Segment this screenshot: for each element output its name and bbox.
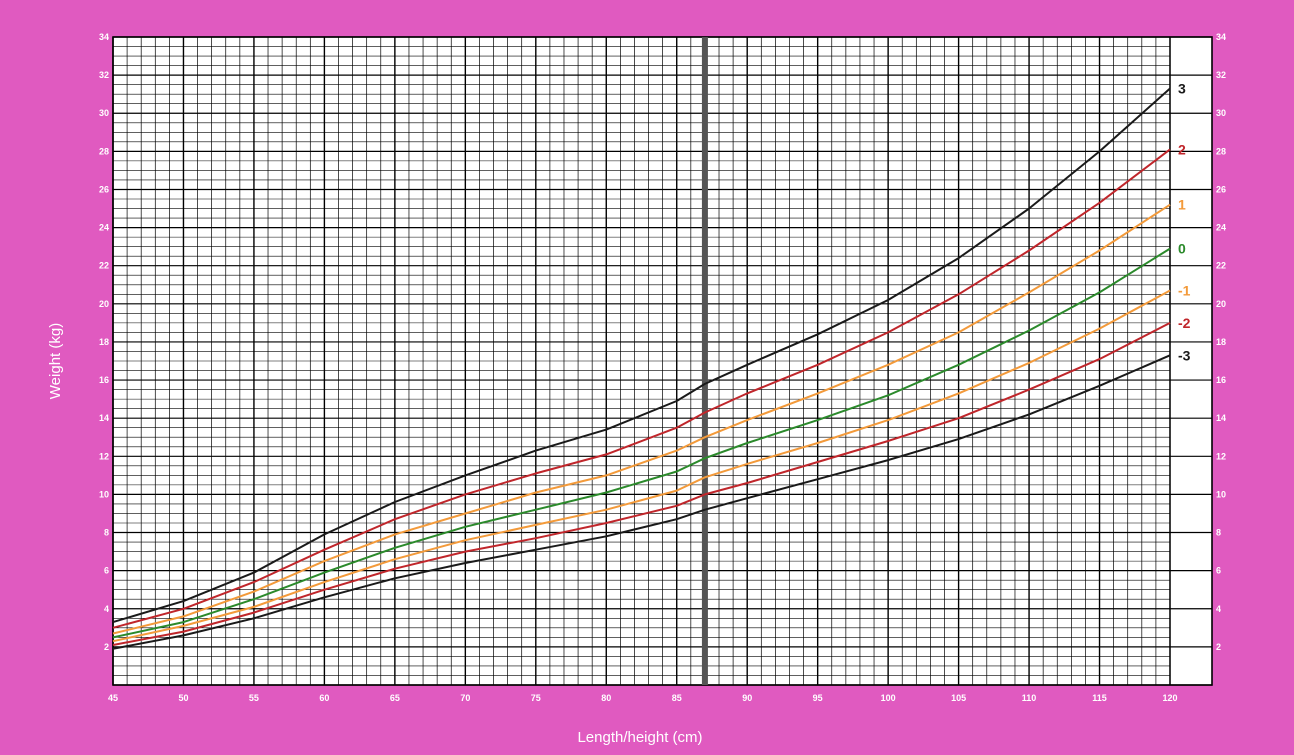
series-line-2 bbox=[112, 148, 1171, 629]
y-tick-label-right: 8 bbox=[1216, 528, 1221, 538]
x-tick-label: 60 bbox=[319, 693, 329, 703]
y-tick-label-left: 22 bbox=[99, 261, 109, 271]
y-tick-label-left: 18 bbox=[99, 337, 109, 347]
y-axis-label: Weight (kg) bbox=[47, 323, 64, 399]
y-tick-label-right: 34 bbox=[1216, 32, 1226, 42]
x-tick-label: 75 bbox=[531, 693, 541, 703]
x-tick-label: 90 bbox=[742, 693, 752, 703]
series-lines bbox=[112, 87, 1171, 650]
x-tick-label: 100 bbox=[881, 693, 896, 703]
y-tick-label-left: 24 bbox=[99, 223, 109, 233]
series-label--1: -1 bbox=[1178, 282, 1191, 298]
y-tick-label-right: 12 bbox=[1216, 451, 1226, 461]
y-tick-label-left: 20 bbox=[99, 299, 109, 309]
y-tick-label-right: 2 bbox=[1216, 642, 1221, 652]
x-axis-label: Length/height (cm) bbox=[577, 729, 702, 746]
y-tick-label-left: 10 bbox=[99, 489, 109, 499]
series-label-2: 2 bbox=[1178, 141, 1186, 157]
y-tick-label-left: 14 bbox=[99, 413, 109, 423]
x-tick-label: 110 bbox=[1022, 693, 1037, 703]
series-label-1: 1 bbox=[1178, 197, 1186, 213]
y-tick-label-right: 16 bbox=[1216, 375, 1226, 385]
series-line--2 bbox=[112, 322, 1171, 646]
series-line-0 bbox=[112, 247, 1171, 639]
x-tick-label: 70 bbox=[460, 693, 470, 703]
y-tick-label-left: 16 bbox=[99, 375, 109, 385]
series-line-1 bbox=[112, 203, 1171, 635]
x-tick-label: 55 bbox=[249, 693, 259, 703]
y-tick-label-right: 32 bbox=[1216, 70, 1226, 80]
series-labels: 3 2 1 0 -1 -2 -3 bbox=[1178, 80, 1191, 363]
y-tick-label-right: 22 bbox=[1216, 261, 1226, 271]
y-tick-label-right: 26 bbox=[1216, 184, 1226, 194]
series-line--1 bbox=[112, 289, 1171, 643]
series-line-3 bbox=[112, 87, 1171, 624]
y-tick-label-right: 20 bbox=[1216, 299, 1226, 309]
x-tick-label: 95 bbox=[813, 693, 823, 703]
y-tick-label-left: 30 bbox=[99, 108, 109, 118]
y-tick-label-right: 28 bbox=[1216, 146, 1226, 156]
y-tick-label-left: 4 bbox=[104, 604, 109, 614]
x-tick-label: 120 bbox=[1162, 693, 1177, 703]
y-tick-label-right: 14 bbox=[1216, 413, 1226, 423]
y-tick-label-right: 6 bbox=[1216, 566, 1221, 576]
y-tick-label-right: 10 bbox=[1216, 489, 1226, 499]
series-line--3 bbox=[112, 354, 1171, 650]
y-tick-label-left: 12 bbox=[99, 451, 109, 461]
x-tick-label: 65 bbox=[390, 693, 400, 703]
y-tick-label-right: 18 bbox=[1216, 337, 1226, 347]
y-tick-label-left: 32 bbox=[99, 70, 109, 80]
y-tick-label-left: 8 bbox=[104, 528, 109, 538]
x-tick-label: 45 bbox=[108, 693, 118, 703]
series-label-3: 3 bbox=[1178, 80, 1186, 96]
y-tick-label-left: 28 bbox=[99, 146, 109, 156]
x-tick-label: 85 bbox=[672, 693, 682, 703]
series-label-0: 0 bbox=[1178, 241, 1186, 257]
y-tick-label-left: 34 bbox=[99, 32, 109, 42]
x-tick-label: 115 bbox=[1092, 693, 1107, 703]
series-label--2: -2 bbox=[1178, 315, 1191, 331]
y-tick-label-left: 26 bbox=[99, 184, 109, 194]
y-tick-label-left: 2 bbox=[104, 642, 109, 652]
y-tick-label-right: 24 bbox=[1216, 223, 1226, 233]
x-tick-label: 80 bbox=[601, 693, 611, 703]
plot-frame bbox=[112, 36, 1213, 686]
y-tick-label-right: 4 bbox=[1216, 604, 1221, 614]
x-tick-label: 50 bbox=[178, 693, 188, 703]
x-tick-label: 105 bbox=[951, 693, 966, 703]
series-label--3: -3 bbox=[1178, 347, 1191, 363]
y-tick-label-left: 6 bbox=[104, 566, 109, 576]
y-tick-label-right: 30 bbox=[1216, 108, 1226, 118]
